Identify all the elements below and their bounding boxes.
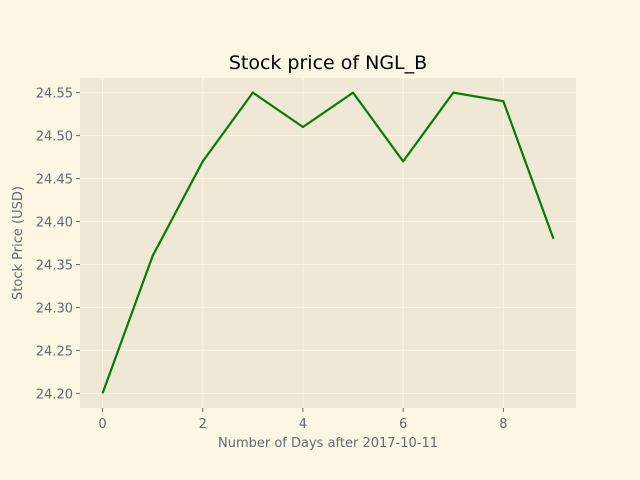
grid-lines bbox=[80, 78, 576, 408]
y-tick-label: 24.55 bbox=[36, 87, 73, 102]
x-tick-label: 8 bbox=[499, 417, 507, 432]
y-tick-label: 24.30 bbox=[36, 301, 73, 316]
chart-title: Stock price of NGL_B bbox=[229, 52, 427, 74]
y-axis-label: Stock Price (USD) bbox=[11, 186, 26, 300]
y-tick-label: 24.40 bbox=[36, 216, 73, 231]
y-tick-label: 24.45 bbox=[36, 173, 73, 188]
y-tick-label: 24.25 bbox=[36, 344, 73, 359]
price-series-line bbox=[101, 91, 555, 394]
x-tick-label: 0 bbox=[98, 417, 106, 432]
x-tick-label: 2 bbox=[199, 417, 207, 432]
x-axis-label: Number of Days after 2017-10-11 bbox=[218, 436, 438, 451]
series-group bbox=[101, 91, 555, 394]
x-tick-label: 6 bbox=[399, 417, 407, 432]
plot-area bbox=[80, 78, 576, 408]
y-tick-label: 24.35 bbox=[36, 258, 73, 273]
x-tick-label: 4 bbox=[299, 417, 307, 432]
y-tick-label: 24.50 bbox=[36, 130, 73, 145]
axis-ticks: 0 2 4 6 8 24.20 24.25 24.30 24.35 24.40 24.45 24.50… bbox=[36, 87, 508, 432]
y-tick-label: 24.20 bbox=[36, 387, 73, 402]
